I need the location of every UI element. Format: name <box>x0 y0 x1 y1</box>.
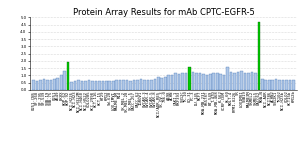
Bar <box>133 80 135 90</box>
Bar <box>212 72 215 90</box>
Bar <box>167 75 170 90</box>
Bar <box>32 80 35 90</box>
Bar <box>67 62 69 90</box>
Bar <box>178 74 180 90</box>
Bar <box>88 80 90 90</box>
Bar <box>74 81 76 90</box>
Bar <box>209 74 212 90</box>
Bar <box>289 80 291 90</box>
Bar <box>244 72 246 90</box>
Bar <box>219 74 222 90</box>
Bar <box>164 77 166 90</box>
Bar <box>84 81 87 90</box>
Bar <box>275 79 278 90</box>
Bar <box>36 81 38 90</box>
Bar <box>223 75 226 90</box>
Bar <box>112 81 115 90</box>
Bar <box>202 74 205 90</box>
Bar <box>250 72 253 90</box>
Bar <box>157 77 160 90</box>
Bar <box>105 81 108 90</box>
Bar <box>46 80 49 90</box>
Bar <box>129 81 132 90</box>
Bar <box>230 72 232 90</box>
Bar <box>70 82 73 90</box>
Bar <box>254 72 257 90</box>
Bar <box>285 80 288 90</box>
Bar <box>60 75 62 90</box>
Bar <box>174 72 177 90</box>
Bar <box>226 67 229 90</box>
Bar <box>265 80 267 90</box>
Bar <box>116 80 118 90</box>
Bar <box>216 73 218 90</box>
Bar <box>109 81 111 90</box>
Bar <box>206 75 208 90</box>
Bar <box>56 78 59 90</box>
Bar <box>136 80 139 90</box>
Bar <box>39 80 42 90</box>
Bar <box>199 73 201 90</box>
Bar <box>188 67 191 90</box>
Bar <box>53 79 56 90</box>
Bar <box>181 73 184 90</box>
Bar <box>240 71 243 90</box>
Bar <box>268 80 271 90</box>
Bar <box>282 80 284 90</box>
Bar <box>50 80 52 90</box>
Bar <box>98 81 101 90</box>
Bar <box>171 75 173 90</box>
Bar <box>91 81 94 90</box>
Bar <box>233 72 236 90</box>
Bar <box>195 72 198 90</box>
Bar <box>237 72 239 90</box>
Bar <box>150 80 153 90</box>
Bar <box>272 80 274 90</box>
Bar <box>154 79 156 90</box>
Bar <box>94 81 97 90</box>
Bar <box>292 80 295 90</box>
Bar <box>43 79 45 90</box>
Bar <box>126 80 128 90</box>
Bar <box>185 72 187 90</box>
Bar <box>160 78 163 90</box>
Bar <box>63 71 66 90</box>
Bar <box>258 22 260 90</box>
Bar <box>119 80 122 90</box>
Bar <box>81 81 83 90</box>
Bar <box>77 80 80 90</box>
Title: Protein Array Results for mAb CPTC-EGFR-5: Protein Array Results for mAb CPTC-EGFR-… <box>73 8 254 17</box>
Bar <box>247 73 250 90</box>
Bar <box>278 80 281 90</box>
Bar <box>101 81 104 90</box>
Bar <box>147 80 149 90</box>
Bar <box>192 72 194 90</box>
Bar <box>140 79 142 90</box>
Bar <box>143 80 146 90</box>
Bar <box>261 79 264 90</box>
Bar <box>122 80 125 90</box>
